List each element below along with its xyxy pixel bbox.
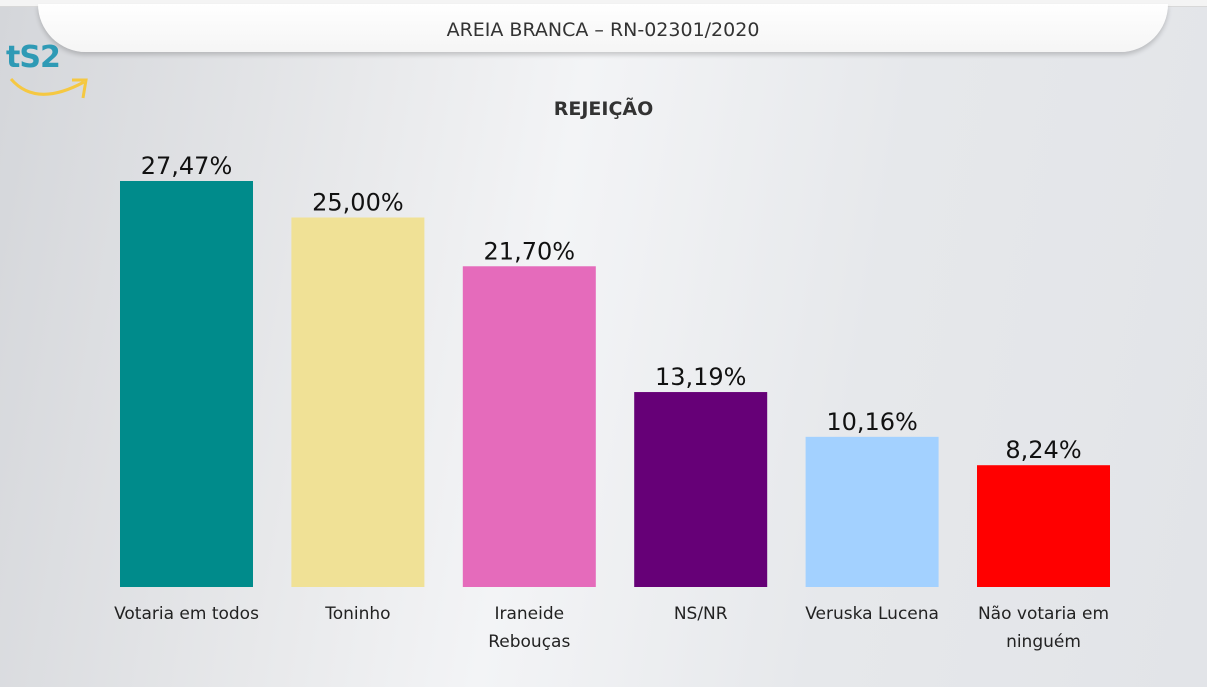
bar — [462, 266, 596, 587]
header-banner: AREIA BRANCA – RN-02301/2020 — [38, 4, 1168, 52]
value-label: 25,00% — [312, 189, 404, 217]
bar — [805, 436, 939, 587]
bar — [977, 465, 1110, 587]
value-label: 10,16% — [826, 408, 918, 436]
value-label: 13,19% — [655, 363, 747, 391]
category-label: Veruska Lucena — [805, 604, 939, 624]
category-label: NS/NR — [674, 604, 728, 624]
category-label: Iraneide — [494, 604, 564, 624]
bar — [120, 180, 253, 587]
ts2-logo: tS2 — [6, 40, 96, 102]
bar — [291, 217, 425, 587]
category-label: Rebouças — [488, 632, 570, 652]
bar — [634, 392, 768, 587]
category-label: Toninho — [324, 604, 390, 624]
value-label: 21,70% — [484, 237, 576, 265]
logo-text: tS2 — [6, 40, 61, 75]
chart-title: REJEIÇÃO — [553, 98, 654, 120]
category-label: Votaria em todos — [114, 604, 259, 624]
category-label: ninguém — [1006, 632, 1081, 652]
logo-arrow-icon — [9, 77, 88, 99]
value-label: 27,47% — [141, 152, 233, 180]
header-title: AREIA BRANCA – RN-02301/2020 — [446, 19, 760, 41]
value-label: 8,24% — [1005, 436, 1081, 464]
category-label: Não votaria em — [978, 604, 1109, 624]
